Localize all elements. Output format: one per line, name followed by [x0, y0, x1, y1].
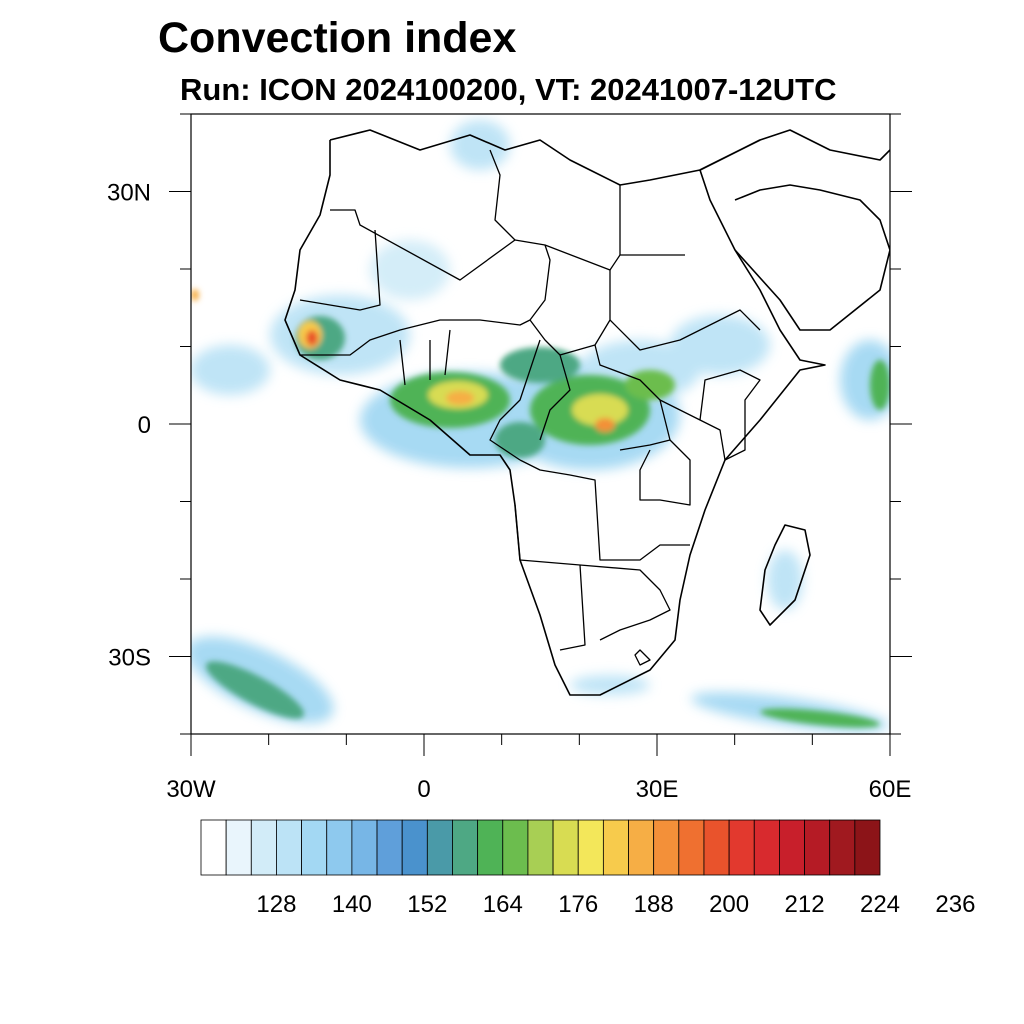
convection-field: [191, 120, 890, 732]
lat-tick-label: 30N: [107, 180, 151, 207]
colorbar-swatch: [854, 819, 881, 876]
colorbar-swatch: [678, 819, 705, 876]
chart-subtitle: Run: ICON 2024100200, VT: 20241007-12UTC: [180, 72, 837, 107]
lon-tick-label: 60E: [869, 776, 912, 803]
colorbar-label: 188: [634, 891, 674, 918]
colorbar-label: 140: [332, 891, 372, 918]
colorbar-swatch: [326, 819, 353, 876]
lon-tick-label: 0: [417, 776, 430, 803]
colorbar-swatch: [200, 819, 227, 876]
colorbar-swatch: [250, 819, 277, 876]
lon-tick-label: 30W: [166, 776, 216, 803]
colorbar-swatch: [779, 819, 805, 876]
colorbar-swatch: [301, 819, 328, 876]
colorbar-swatch: [602, 819, 629, 876]
colorbar-swatch: [401, 819, 428, 876]
colorbar-swatch: [477, 819, 504, 876]
colorbar-label: 212: [785, 891, 825, 918]
colorbar-swatch: [728, 819, 755, 876]
colorbar-label: 164: [483, 891, 523, 918]
colorbar-label: 152: [407, 891, 447, 918]
colorbar-label: 128: [256, 891, 296, 918]
colorbar-label: 200: [709, 891, 749, 918]
colorbar-swatch: [552, 819, 579, 876]
country-borders: [299, 149, 761, 666]
colorbar-swatch: [225, 819, 252, 876]
colorbar-swatch: [351, 819, 378, 876]
lon-tick-label: 30E: [636, 776, 679, 803]
colorbar-swatch: [829, 819, 856, 876]
lat-tick-label: 0: [138, 412, 151, 439]
colorbar-swatch: [753, 819, 780, 876]
colorbar-swatch: [577, 819, 604, 876]
colorbar-swatch: [703, 819, 730, 876]
colorbar-swatch: [426, 819, 453, 876]
colorbar-label: 224: [860, 891, 900, 918]
axis-ticks: 30W 0 30E 60E 30N 0 30S: [107, 113, 912, 803]
colorbar-swatch: [527, 819, 554, 876]
colorbar-swatch: [628, 819, 655, 876]
map-content: [191, 120, 890, 732]
lat-tick-label: 30S: [108, 645, 151, 672]
colorbar-swatch: [376, 819, 403, 876]
colorbar-label: 176: [558, 891, 598, 918]
coastline: [284, 129, 890, 696]
colorbar-swatch: [452, 819, 479, 876]
colorbar-label: 236: [935, 891, 975, 918]
colorbar-swatch: [653, 819, 680, 876]
colorbar-swatch: [502, 819, 529, 876]
colorbar-swatch: [276, 819, 302, 876]
chart-title: Convection index: [158, 14, 517, 62]
colorbar-swatch: [804, 819, 831, 876]
colorbar: 128 140 152 164 176 188 200 212 224 236: [200, 819, 975, 918]
